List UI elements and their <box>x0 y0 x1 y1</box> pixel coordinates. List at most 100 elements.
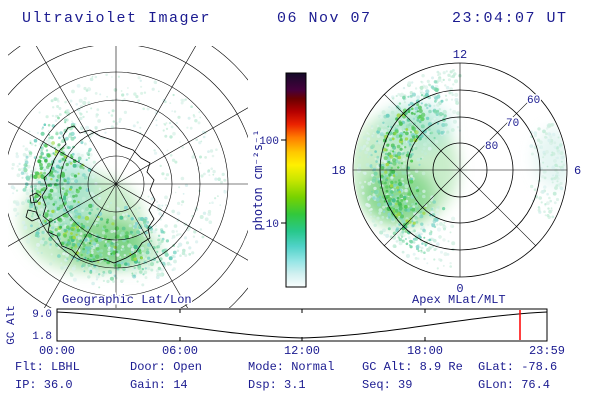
aurora-dot <box>104 240 107 243</box>
aurora-dot <box>430 230 433 233</box>
status-glat: GLat: -78.6 <box>478 360 557 374</box>
aurora-dot <box>398 241 403 246</box>
aurora-dot <box>11 162 15 167</box>
aurora-dot <box>95 247 100 251</box>
aurora-dot <box>414 87 418 90</box>
aurora-dot <box>107 248 111 252</box>
aurora-dot <box>427 112 431 116</box>
aurora-dot <box>431 86 435 90</box>
aurora-dot <box>111 222 115 226</box>
aurora-dot <box>164 204 167 207</box>
aurora-dot <box>110 241 114 245</box>
aurora-dot <box>400 177 404 181</box>
aurora-dot <box>150 262 154 267</box>
aurora-dot <box>399 137 403 142</box>
aurora-dot <box>77 172 80 175</box>
aurora-dot <box>366 137 371 141</box>
aurora-dot <box>71 179 74 183</box>
aurora-dot <box>407 176 410 179</box>
aurora-dot <box>86 151 90 156</box>
aurora-dot <box>551 181 554 184</box>
aurora-dot <box>40 146 43 149</box>
aurora-dot <box>362 171 365 174</box>
aurora-dot <box>184 98 187 101</box>
status-mode: Mode: Normal <box>248 360 334 374</box>
aurora-dot <box>392 161 397 166</box>
aurora-dot <box>126 257 131 261</box>
status-dsp: Dsp: 3.1 <box>248 378 306 392</box>
aurora-dot <box>97 119 101 123</box>
aurora-dot <box>50 99 54 103</box>
aurora-dot <box>96 108 100 112</box>
aurora-dot <box>105 272 108 275</box>
aurora-dot <box>561 167 564 171</box>
aurora-dot <box>122 248 125 251</box>
aurora-dot <box>154 151 158 155</box>
aurora-dot <box>428 104 432 108</box>
aurora-dot <box>365 147 370 152</box>
aurora-dot <box>63 228 67 233</box>
aurora-dot <box>101 273 105 277</box>
aurora-dot <box>392 207 396 211</box>
aurora-dot <box>96 207 99 211</box>
aurora-dot <box>61 242 64 246</box>
aurora-dot <box>157 234 161 237</box>
aurora-dot <box>418 137 422 141</box>
aurora-dot <box>133 253 136 256</box>
aurora-dot <box>146 107 150 111</box>
aurora-dot <box>137 76 141 80</box>
aurora-dot <box>63 265 68 270</box>
aurora-dot <box>33 138 38 143</box>
aurora-dot <box>99 93 102 96</box>
aurora-dot <box>141 283 145 287</box>
aurora-dot <box>129 252 132 256</box>
aurora-dot <box>422 194 426 199</box>
aurora-dot <box>412 252 416 256</box>
aurora-dot <box>192 235 196 238</box>
aurora-dot <box>33 174 38 179</box>
aurora-dot <box>55 179 59 182</box>
aurora-dot <box>71 120 73 123</box>
aurora-dot <box>410 111 414 115</box>
y-axis-title: GC Alt <box>6 305 18 345</box>
aurora-dot <box>115 122 119 126</box>
aurora-dot <box>390 162 393 165</box>
aurora-dot <box>98 273 101 276</box>
aurora-dot <box>447 73 451 78</box>
aurora-dot <box>358 149 362 153</box>
aurora-dot <box>40 251 43 254</box>
aurora-dot <box>182 193 185 195</box>
aurora-dot <box>179 141 182 144</box>
aurora-dot <box>390 190 394 194</box>
aurora-dot <box>95 115 98 118</box>
aurora-dot <box>405 217 409 221</box>
aurora-dot <box>448 91 452 95</box>
aurora-dot <box>94 75 98 79</box>
aurora-dot <box>380 156 384 160</box>
aurora-dot <box>436 103 440 106</box>
aurora-dot <box>106 95 108 98</box>
aurora-dot <box>396 113 401 118</box>
aurora-dot <box>71 89 75 94</box>
aurora-dot <box>409 245 413 249</box>
aurora-dot <box>557 177 560 180</box>
aurora-dot <box>131 257 135 262</box>
aurora-dot <box>394 154 398 158</box>
aurora-dot <box>414 130 419 135</box>
aurora-dot <box>204 132 207 135</box>
aurora-dot <box>68 227 71 231</box>
aurora-dot <box>390 207 394 211</box>
aurora-dot <box>106 205 110 208</box>
aurora-dot <box>423 142 428 147</box>
aurora-dot <box>124 234 129 239</box>
aurora-dot <box>403 200 406 204</box>
aurora-dot <box>424 206 427 209</box>
aurora-dot <box>49 262 53 266</box>
aurora-dot <box>114 226 120 231</box>
aurora-dot <box>418 246 421 249</box>
aurora-dot <box>74 219 77 222</box>
aurora-dot <box>54 195 58 199</box>
aurora-dot <box>202 211 207 215</box>
aurora-dot <box>433 258 436 261</box>
aurora-dot <box>144 267 147 270</box>
